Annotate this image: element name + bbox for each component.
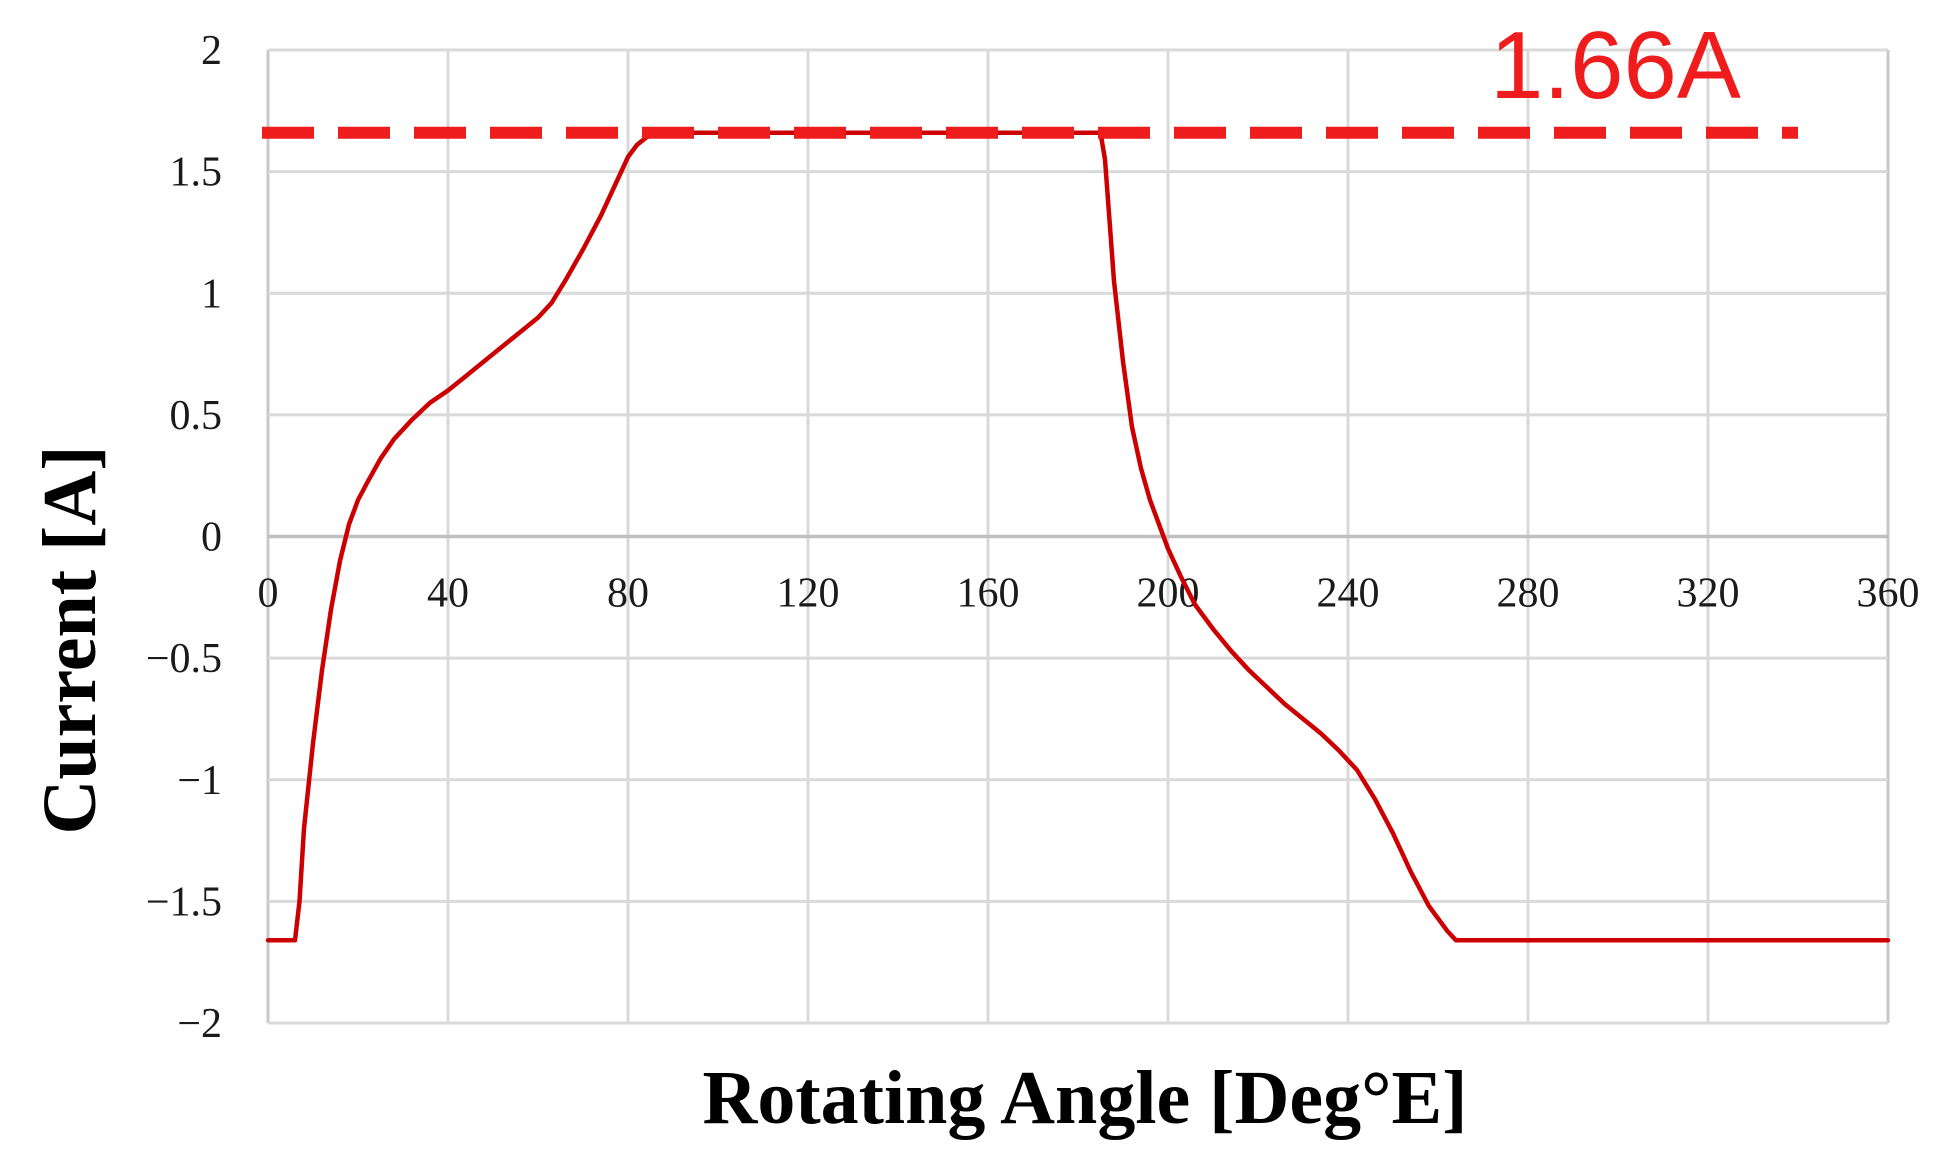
- y-tick-label: −1: [177, 758, 222, 804]
- y-tick-label: −2: [177, 1001, 222, 1047]
- x-axis-title: Rotating Angle [Deg°E]: [702, 1056, 1467, 1140]
- y-tick-label: 0: [201, 515, 222, 561]
- x-tick-label: 80: [607, 571, 649, 617]
- x-tick-label: 360: [1857, 571, 1920, 617]
- x-tick-label: 0: [258, 571, 279, 617]
- y-tick-label: 2: [201, 28, 222, 74]
- y-tick-label: −0.5: [146, 636, 222, 682]
- x-tick-label: 320: [1677, 571, 1740, 617]
- y-tick-label: 0.5: [170, 393, 223, 439]
- y-axis-title: Current [A]: [28, 445, 112, 834]
- x-tick-label: 280: [1497, 571, 1560, 617]
- reference-line-label: 1.66A: [1490, 12, 1741, 119]
- y-tick-label: 1: [201, 271, 222, 317]
- y-tick-labels: 2 1.5 1 0.5 0 −0.5 −1 −1.5 −2: [146, 28, 222, 1047]
- x-tick-labels: 0 40 80 120 160 200 240 280 320 360: [258, 571, 1920, 617]
- x-tick-label: 160: [957, 571, 1020, 617]
- y-tick-label: −1.5: [146, 879, 222, 925]
- y-tick-label: 1.5: [170, 150, 223, 196]
- x-tick-label: 120: [777, 571, 840, 617]
- x-tick-label: 240: [1317, 571, 1380, 617]
- grid: [266, 48, 1890, 1025]
- x-tick-label: 40: [427, 571, 469, 617]
